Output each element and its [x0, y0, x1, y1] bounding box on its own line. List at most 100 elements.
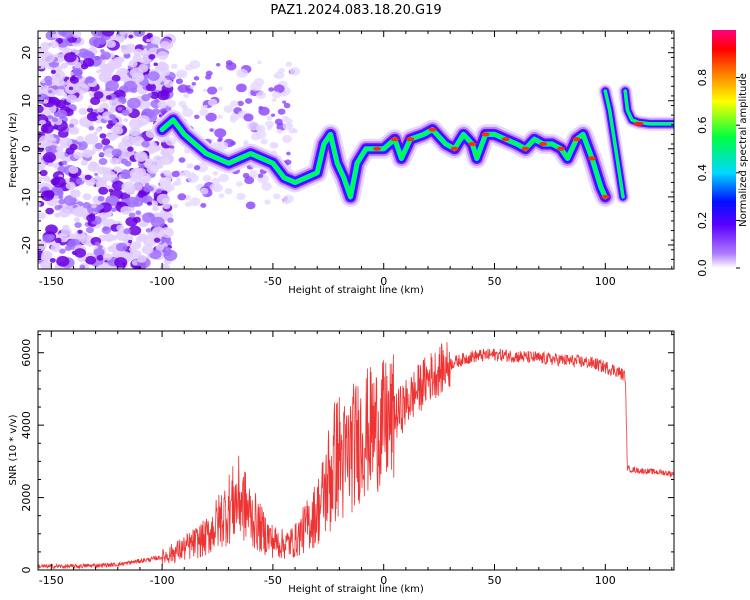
noise-blob — [148, 54, 156, 60]
noise-blob — [278, 68, 285, 74]
noise-blob — [163, 79, 174, 88]
noise-blob — [271, 91, 281, 99]
noise-blob — [175, 78, 184, 85]
noise-blob — [86, 107, 94, 113]
noise-blob — [147, 71, 160, 81]
noise-blob — [200, 187, 209, 195]
noise-blob — [111, 207, 117, 212]
noise-blob — [235, 83, 247, 93]
noise-blob — [96, 204, 104, 210]
noise-blob — [39, 64, 44, 69]
noise-blob — [276, 129, 283, 134]
spectrogram-xtick-label: 50 — [488, 275, 502, 288]
noise-blob — [109, 114, 116, 119]
noise-blob — [54, 150, 65, 160]
noise-blob — [189, 60, 201, 69]
noise-blob — [69, 76, 79, 84]
noise-blob — [282, 135, 293, 143]
noise-blob — [101, 138, 111, 146]
noise-blob — [209, 183, 219, 191]
noise-blob — [96, 69, 101, 74]
noise-blob — [229, 100, 239, 108]
noise-blob — [128, 212, 136, 218]
noise-blob — [203, 104, 208, 109]
noise-blob — [139, 222, 144, 227]
noise-blob — [60, 81, 67, 87]
noise-blob — [218, 137, 223, 141]
noise-blob — [155, 188, 162, 194]
ridge-hotspot — [521, 146, 530, 151]
noise-blob — [283, 102, 291, 109]
noise-blob — [50, 69, 56, 74]
ridge-hotspot — [481, 132, 490, 137]
noise-blob — [113, 56, 122, 63]
noise-blob — [218, 193, 225, 198]
noise-blob — [129, 246, 137, 253]
spectrogram-ytick-label: -20 — [20, 236, 33, 254]
noise-blob — [243, 113, 254, 122]
noise-blob — [166, 99, 176, 108]
noise-blob — [251, 174, 257, 179]
noise-blob — [129, 167, 144, 179]
noise-blob — [97, 37, 107, 45]
colorbar-label: Normalized spectral amplitude — [738, 73, 749, 227]
noise-blob — [111, 148, 122, 157]
noise-blob — [115, 242, 128, 252]
noise-blob — [96, 115, 103, 120]
noise-blob — [63, 195, 77, 206]
noise-blob — [72, 68, 83, 77]
snr-ytick-label: 0 — [20, 567, 33, 574]
noise-blob — [157, 51, 169, 60]
noise-blob — [128, 225, 142, 236]
noise-blob — [224, 188, 233, 195]
noise-blob — [123, 118, 129, 122]
noise-blob — [153, 237, 161, 243]
noise-blob — [286, 151, 291, 156]
noise-blob — [137, 115, 150, 126]
noise-blob — [52, 125, 58, 130]
noise-blob — [270, 113, 276, 117]
noise-blob — [217, 114, 223, 119]
noise-blob — [225, 60, 233, 66]
snr-xtick-label: 0 — [380, 574, 387, 587]
noise-blob — [59, 248, 66, 254]
noise-blob — [177, 193, 187, 201]
noise-blob — [54, 88, 64, 97]
noise-blob — [250, 132, 261, 141]
snr-xlabel: Height of straight line (km) — [288, 584, 424, 595]
ridge-hotspot — [468, 141, 477, 146]
ridge-hotspot — [601, 194, 610, 199]
noise-blob — [171, 63, 178, 69]
noise-blob — [183, 92, 190, 98]
noise-blob — [257, 126, 263, 131]
noise-blob — [152, 205, 159, 212]
noise-blob — [186, 163, 194, 169]
snr-xtick-label: -50 — [264, 574, 282, 587]
noise-blob — [205, 112, 217, 122]
noise-blob — [99, 133, 107, 139]
noise-blob — [133, 48, 144, 57]
noise-blob — [171, 170, 180, 178]
noise-blob — [47, 234, 55, 241]
noise-blob — [218, 173, 229, 183]
noise-blob — [116, 224, 125, 232]
noise-blob — [45, 133, 55, 141]
noise-blob — [97, 244, 103, 249]
noise-blob — [100, 51, 111, 60]
noise-blob — [156, 90, 170, 101]
noise-blob — [118, 37, 125, 43]
noise-blob — [117, 106, 123, 111]
noise-blob — [128, 34, 134, 39]
noise-blob — [51, 176, 66, 188]
noise-blob — [60, 62, 68, 69]
noise-blob — [95, 43, 100, 48]
noise-blob — [214, 128, 227, 138]
noise-blob — [74, 230, 86, 240]
high-branch-band-5 — [604, 90, 625, 198]
noise-blob — [271, 143, 278, 149]
colorbar-tick-label: 0.2 — [696, 212, 709, 230]
noise-blob — [40, 260, 52, 269]
noise-blob — [40, 42, 51, 51]
